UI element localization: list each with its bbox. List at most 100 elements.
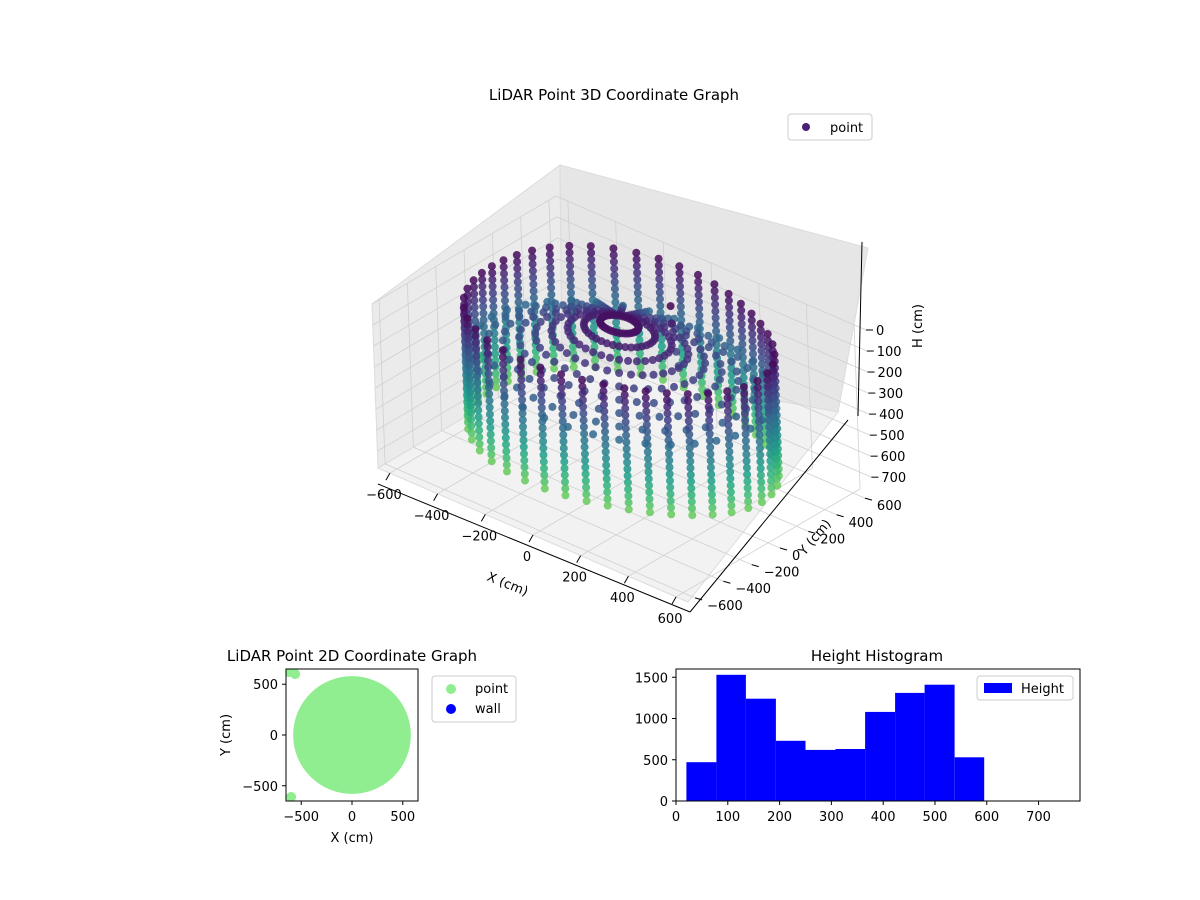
point-3d bbox=[664, 436, 673, 445]
point-3d bbox=[615, 435, 624, 444]
point-3d bbox=[488, 275, 497, 284]
point-3d bbox=[542, 350, 551, 359]
point-3d bbox=[484, 376, 493, 385]
point-3d bbox=[643, 427, 652, 436]
point-3d bbox=[676, 282, 684, 291]
point-3d bbox=[498, 346, 507, 355]
point-3d bbox=[656, 295, 664, 304]
point-3d bbox=[706, 463, 715, 472]
z-axis-label-3d: H (cm) bbox=[911, 304, 926, 348]
point-3d bbox=[742, 443, 751, 452]
point-3d bbox=[519, 429, 528, 438]
point-3d bbox=[687, 497, 696, 506]
point-3d bbox=[549, 351, 558, 360]
point-3d bbox=[641, 439, 650, 448]
point-3d bbox=[603, 366, 612, 375]
point-3d bbox=[725, 454, 734, 463]
point-3d bbox=[657, 335, 666, 344]
point-3d bbox=[538, 410, 547, 419]
point-3d bbox=[560, 451, 568, 459]
point-3d bbox=[646, 508, 654, 517]
point-3d bbox=[537, 390, 546, 399]
points-3d bbox=[459, 241, 783, 520]
point-3d bbox=[581, 470, 590, 478]
legend-3d-marker bbox=[802, 123, 810, 131]
point-3d bbox=[732, 412, 741, 421]
point-3d bbox=[767, 477, 776, 485]
point-3d bbox=[603, 488, 612, 497]
point-3d bbox=[725, 447, 734, 456]
point-3d bbox=[498, 353, 507, 361]
point-3d bbox=[609, 251, 618, 260]
point-3d bbox=[621, 424, 630, 433]
point-3d bbox=[521, 318, 530, 327]
plot-area-2d bbox=[286, 669, 411, 801]
point-3d bbox=[579, 416, 588, 425]
y-tick-label-3d: −600 bbox=[707, 599, 743, 614]
point-3d bbox=[537, 397, 546, 406]
point-3d bbox=[624, 491, 633, 500]
point-3d bbox=[734, 377, 743, 385]
point-3d bbox=[471, 332, 480, 341]
point-3d bbox=[633, 289, 642, 297]
point-3d bbox=[477, 268, 486, 277]
point-3d bbox=[470, 296, 479, 305]
point-3d bbox=[706, 450, 715, 458]
point-3d bbox=[603, 494, 612, 503]
point-3d bbox=[529, 313, 538, 321]
point-3d bbox=[467, 435, 476, 444]
point-3d bbox=[498, 336, 507, 345]
point-3d bbox=[744, 497, 753, 506]
point-3d bbox=[711, 313, 720, 322]
point-3d bbox=[485, 410, 494, 419]
point-3d bbox=[765, 443, 774, 452]
point-3d bbox=[663, 416, 672, 425]
point-3d bbox=[486, 416, 495, 425]
point-3d bbox=[520, 449, 528, 458]
point-3d bbox=[674, 412, 683, 421]
point-3d bbox=[621, 343, 630, 352]
point-3d bbox=[623, 478, 632, 487]
point-3d bbox=[467, 408, 475, 417]
point-3d bbox=[710, 287, 719, 295]
legend-2d-marker-wall bbox=[446, 704, 456, 714]
point-3d bbox=[742, 463, 751, 472]
point-3d bbox=[763, 330, 772, 338]
point-3d bbox=[688, 504, 696, 513]
point-3d bbox=[466, 381, 474, 390]
point-3d bbox=[560, 464, 569, 473]
point-3d bbox=[689, 376, 698, 385]
point-3d bbox=[684, 410, 693, 419]
point-3d bbox=[706, 443, 715, 452]
point-3d bbox=[763, 389, 772, 398]
point-3d bbox=[754, 410, 763, 419]
point-3d bbox=[749, 350, 757, 358]
point-3d bbox=[663, 395, 671, 404]
point-3d bbox=[470, 310, 479, 318]
y-tick-label-3d: 400 bbox=[849, 516, 874, 531]
point-3d bbox=[754, 397, 763, 406]
point-3d bbox=[471, 316, 480, 325]
point-3d bbox=[655, 274, 664, 283]
x-tick-label-3d: 0 bbox=[523, 550, 531, 565]
point-3d bbox=[499, 366, 508, 375]
point-3d bbox=[602, 454, 610, 463]
point-3d bbox=[479, 302, 488, 311]
point-3d bbox=[529, 393, 538, 402]
point-3d bbox=[687, 484, 696, 493]
point-3d bbox=[727, 494, 736, 503]
point-3d bbox=[501, 433, 510, 442]
point-3d bbox=[602, 468, 611, 476]
point-3d bbox=[464, 348, 473, 357]
point-3d bbox=[749, 363, 758, 372]
point-3d bbox=[597, 351, 606, 360]
point-3d bbox=[757, 498, 766, 507]
point-3d bbox=[516, 341, 525, 350]
grid-floor-y bbox=[384, 463, 696, 599]
point-3d bbox=[603, 481, 611, 490]
point-3d bbox=[664, 422, 672, 431]
point-3d bbox=[489, 295, 498, 304]
x-tick-label-histogram: 100 bbox=[715, 810, 740, 825]
point-3d bbox=[518, 402, 527, 411]
point-3d bbox=[561, 491, 570, 500]
